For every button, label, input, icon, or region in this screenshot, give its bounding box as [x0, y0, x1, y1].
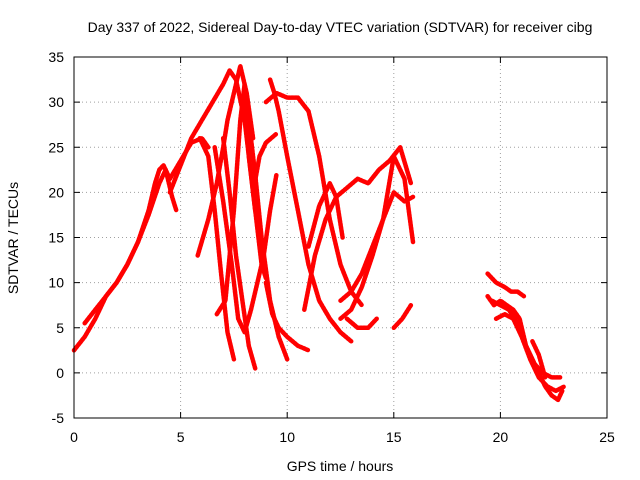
x-tick-label: 15	[386, 429, 402, 445]
series-arc-23	[493, 311, 567, 394]
series-arc-17	[338, 190, 416, 321]
y-tick-label: 10	[48, 275, 64, 291]
x-tick-label: 20	[493, 429, 509, 445]
y-tick-label: 35	[48, 49, 64, 65]
axis-ticks: 0 5 10 15 20 25 -5 0 5 10 15 20 25 30 35	[48, 49, 615, 445]
series-arc-19	[391, 302, 414, 331]
y-axis-label: SDTVAR / TECUs	[5, 182, 21, 294]
series-arc-11	[263, 280, 311, 353]
y-tick-label: 0	[56, 365, 64, 381]
series-arc-2	[82, 167, 179, 326]
series-arc-8	[220, 135, 258, 371]
y-tick-label: 20	[48, 184, 64, 200]
series-arc-16	[338, 154, 416, 303]
series-arc-5	[197, 135, 237, 362]
series-arc-20	[485, 271, 527, 299]
series-arc-24	[530, 339, 548, 380]
series-arc-6	[212, 145, 279, 335]
series-arc-7	[214, 81, 258, 317]
x-tick-label: 25	[599, 429, 615, 445]
y-tick-label: 25	[48, 139, 64, 155]
series-arc-13	[263, 90, 365, 308]
y-tick-label: 15	[48, 230, 64, 246]
series-arc-1	[71, 135, 211, 353]
plot-area	[71, 63, 567, 403]
series-arc-12	[267, 77, 354, 344]
x-tick-label: 10	[279, 429, 295, 445]
series-arc-10	[250, 131, 279, 195]
series-arc-18	[344, 316, 379, 331]
y-tick-label: -5	[52, 410, 65, 426]
series-arc-15	[306, 181, 345, 249]
series-arc-9	[246, 117, 290, 362]
y-tick-label: 5	[56, 320, 64, 336]
x-axis-label: GPS time / hours	[287, 458, 394, 474]
x-tick-label: 0	[70, 429, 78, 445]
x-tick-label: 5	[177, 429, 185, 445]
y-tick-label: 30	[48, 94, 64, 110]
chart-title: Day 337 of 2022, Sidereal Day-to-day VTE…	[88, 19, 593, 35]
